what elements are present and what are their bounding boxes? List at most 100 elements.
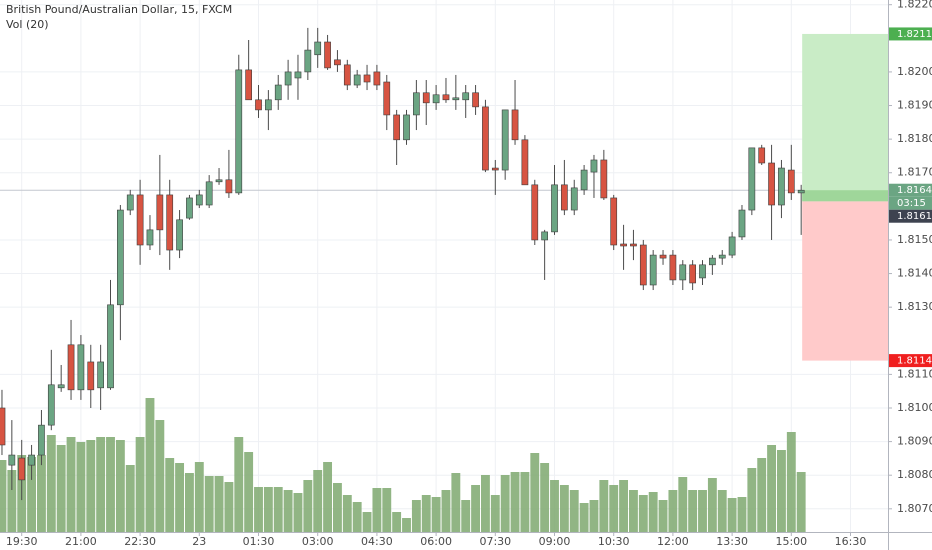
volume-bar bbox=[204, 476, 214, 532]
x-tick-label: 03:00 bbox=[302, 535, 334, 548]
volume-bar bbox=[0, 460, 7, 532]
candle-body bbox=[146, 229, 154, 246]
candle-body bbox=[363, 74, 371, 83]
x-tick-label: 23 bbox=[192, 535, 206, 548]
volume-bar bbox=[37, 455, 46, 532]
candle-body bbox=[195, 194, 203, 206]
x-tick-label: 07:30 bbox=[479, 535, 511, 548]
candle-body bbox=[235, 69, 243, 194]
countdown-label-bg bbox=[889, 196, 932, 210]
candle-body bbox=[787, 169, 795, 194]
volume-bar bbox=[263, 487, 273, 532]
volume-bar bbox=[767, 445, 777, 532]
candle-body bbox=[156, 194, 164, 231]
volume-bar bbox=[402, 518, 411, 532]
countdown-label: 03:15 bbox=[897, 198, 926, 209]
candle-body bbox=[28, 454, 35, 466]
volume-bar bbox=[668, 490, 678, 532]
y-tick-label: 1.81800 bbox=[897, 132, 932, 145]
volume-bar bbox=[638, 495, 648, 532]
candle-body bbox=[18, 457, 26, 481]
volume-bar bbox=[569, 490, 579, 532]
candle-body bbox=[314, 41, 322, 56]
volume-bar bbox=[185, 473, 194, 532]
candle-body bbox=[413, 92, 420, 116]
stop-label-bg bbox=[889, 354, 932, 368]
candle-body bbox=[768, 162, 775, 206]
volume-bar bbox=[244, 452, 254, 532]
volume-bar bbox=[303, 480, 313, 532]
candle-body bbox=[324, 41, 331, 69]
candle-body bbox=[87, 361, 95, 391]
volume-bar bbox=[461, 500, 471, 532]
volume-bar bbox=[747, 468, 757, 532]
volume-bar bbox=[234, 437, 244, 532]
volume-bar bbox=[599, 480, 609, 532]
volume-bar bbox=[46, 435, 56, 532]
x-tick-label: 10:30 bbox=[598, 535, 630, 548]
volume-bar bbox=[66, 437, 76, 532]
loss-zone bbox=[802, 201, 888, 361]
y-tick-label: 1.80800 bbox=[897, 468, 932, 481]
candle-body bbox=[8, 454, 16, 466]
candle-body bbox=[630, 243, 637, 247]
candle-body bbox=[649, 254, 657, 286]
candle-body bbox=[491, 167, 499, 171]
volume-bar bbox=[125, 465, 135, 532]
candle-body bbox=[205, 181, 213, 206]
candle-body bbox=[373, 71, 381, 86]
candle-body bbox=[304, 49, 312, 73]
x-tick-label: 19:30 bbox=[6, 535, 38, 548]
volume-bar bbox=[688, 490, 698, 532]
entry-label-bg bbox=[889, 209, 932, 223]
volume-bar bbox=[7, 470, 17, 532]
candle-body bbox=[383, 81, 391, 116]
candle-body bbox=[541, 231, 548, 241]
volume-bar bbox=[481, 475, 490, 532]
x-tick-label: 16:30 bbox=[835, 535, 867, 548]
candle-body bbox=[334, 59, 341, 66]
volume-bar bbox=[411, 500, 421, 532]
volume-bar bbox=[530, 453, 540, 532]
volume-legend: Vol (20) bbox=[6, 18, 49, 31]
volume-bar bbox=[392, 512, 402, 532]
volume-bar bbox=[214, 476, 224, 532]
candle-body bbox=[472, 92, 479, 108]
volume-bar bbox=[490, 495, 500, 532]
candle-body bbox=[590, 159, 598, 173]
y-tick-label: 1.81100 bbox=[897, 367, 932, 380]
candle-body bbox=[422, 92, 430, 104]
x-tick-label: 15:00 bbox=[775, 535, 807, 548]
volume-bar bbox=[293, 493, 303, 532]
volume-bar bbox=[273, 487, 283, 532]
volume-bar bbox=[224, 482, 234, 532]
volume-bar bbox=[145, 398, 155, 532]
volume-bar bbox=[629, 490, 638, 532]
candle-body bbox=[403, 114, 410, 141]
candle-body bbox=[462, 92, 470, 101]
volume-bar bbox=[579, 503, 589, 532]
candle-body bbox=[679, 264, 687, 281]
candle-body bbox=[600, 159, 608, 199]
candle-body bbox=[551, 184, 558, 233]
y-tick-label: 1.81300 bbox=[897, 300, 932, 313]
candle-body bbox=[659, 254, 667, 259]
volume-bar bbox=[698, 490, 707, 532]
candle-body bbox=[97, 361, 104, 389]
x-tick-label: 13:30 bbox=[716, 535, 748, 548]
candle-body bbox=[47, 384, 55, 426]
volume-bar bbox=[540, 463, 550, 532]
candle-body bbox=[580, 169, 588, 191]
candle-body bbox=[709, 257, 716, 266]
x-tick-label: 09:00 bbox=[539, 535, 571, 548]
candle-body bbox=[284, 71, 292, 86]
candle-body bbox=[136, 194, 144, 246]
candle-body bbox=[294, 71, 302, 79]
volume-bar bbox=[165, 458, 175, 532]
candle-body bbox=[274, 84, 282, 101]
volume-bar bbox=[254, 487, 263, 532]
candle-body bbox=[738, 209, 746, 238]
volume-bar bbox=[648, 492, 658, 532]
position-tool bbox=[802, 33, 888, 361]
